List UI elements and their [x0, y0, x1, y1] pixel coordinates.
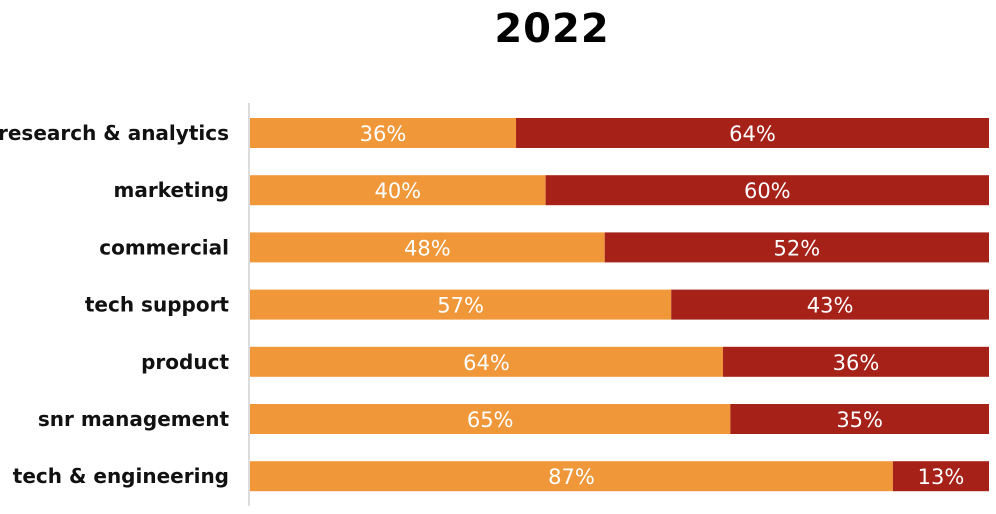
bar-segment-research-and-analytics-series-2	[516, 118, 989, 148]
category-label-tech-and-engineering: tech & engineering	[13, 464, 229, 488]
category-label-marketing: marketing	[114, 178, 230, 202]
data-label-product-series-1: 64%	[463, 351, 510, 375]
bar-segment-product-series-1	[250, 346, 723, 377]
data-label-commercial-series-1: 48%	[404, 236, 451, 260]
bar-segment-snr-management-series-2	[730, 404, 989, 434]
data-label-research-and-analytics-series-2: 64%	[729, 122, 776, 146]
bar-segment-tech-support-series-2	[671, 289, 989, 320]
category-label-research-and-analytics: research & analytics	[0, 121, 229, 145]
bar-segment-marketing-series-2	[545, 175, 989, 206]
bar-segment-product-series-2	[722, 346, 989, 377]
data-label-product-series-2: 36%	[833, 351, 880, 375]
bar-segment-tech-support-series-1	[250, 289, 672, 320]
bar-segment-marketing-series-1	[250, 175, 546, 206]
bar-segment-commercial-series-2	[604, 232, 989, 263]
category-label-commercial: commercial	[99, 235, 229, 259]
category-label-tech-support: tech support	[85, 293, 230, 317]
data-label-tech-and-engineering-series-2: 13%	[918, 465, 965, 489]
data-label-marketing-series-2: 60%	[744, 179, 791, 203]
data-label-snr-management-series-1: 65%	[467, 408, 514, 432]
data-label-tech-support-series-1: 57%	[437, 294, 484, 318]
bar-segment-tech-and-engineering-series-2	[892, 461, 989, 492]
category-label-snr-management: snr management	[38, 407, 230, 431]
data-label-tech-and-engineering-series-1: 87%	[548, 465, 595, 489]
labels-layer: research & analytics 36% 64% marketing 40% 60…	[0, 121, 964, 489]
data-label-snr-management-series-2: 35%	[836, 408, 883, 432]
bars-layer	[250, 118, 989, 492]
data-label-research-and-analytics-series-1: 36%	[360, 122, 407, 146]
data-label-marketing-series-1: 40%	[374, 179, 421, 203]
bar-segment-snr-management-series-1	[250, 404, 731, 434]
bar-segment-research-and-analytics-series-1	[250, 118, 517, 148]
bar-segment-commercial-series-1	[250, 232, 605, 263]
category-label-product: product	[141, 350, 229, 374]
chart-title: 2022	[494, 6, 610, 52]
data-label-tech-support-series-2: 43%	[807, 294, 854, 318]
data-label-commercial-series-2: 52%	[774, 236, 821, 260]
bar-segment-tech-and-engineering-series-1	[250, 461, 893, 492]
